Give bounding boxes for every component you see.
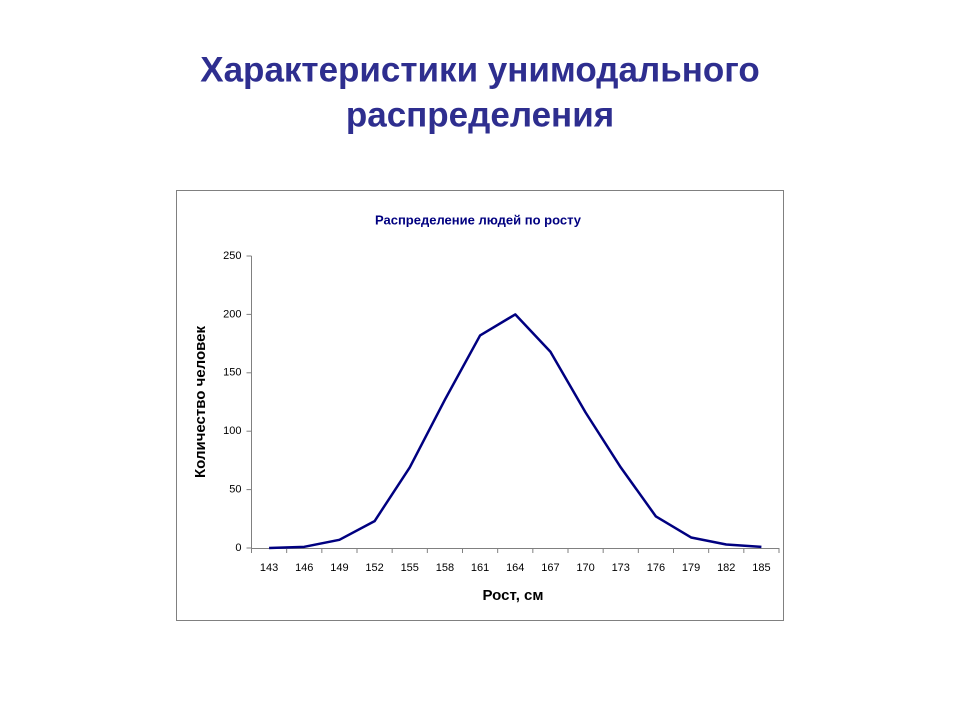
y-tick-label: 50 [229, 484, 241, 496]
y-tick-label: 150 [223, 367, 241, 379]
slide-title: Характеристики унимодального [200, 50, 759, 89]
x-tick-label: 155 [401, 562, 419, 574]
x-tick-label: 170 [576, 562, 594, 574]
x-tick-label: 167 [541, 562, 559, 574]
x-tick-label: 152 [365, 562, 383, 574]
x-tick-label: 164 [506, 562, 524, 574]
x-tick-label: 173 [612, 562, 630, 574]
x-tick-label: 179 [682, 562, 700, 574]
slide-title: распределения [346, 95, 614, 134]
x-tick-label: 161 [471, 562, 489, 574]
plot-area: 0 50 100 150 200 250 143 146 149 152 155 158 161 164 1… [223, 250, 780, 574]
x-tick-label: 182 [717, 562, 735, 574]
y-tick-label: 0 [235, 542, 241, 554]
x-tick-label: 185 [752, 562, 770, 574]
y-axis-title: Количество человек [192, 326, 209, 478]
x-tick-label: 149 [330, 562, 348, 574]
data-line [269, 313, 762, 550]
x-tick-label: 146 [295, 562, 313, 574]
x-tick-label: 143 [260, 562, 278, 574]
chart-frame [176, 190, 784, 621]
x-tick-label: 176 [647, 562, 665, 574]
y-tick-label: 250 [223, 250, 241, 262]
x-axis-title: Рост, см [483, 587, 544, 604]
chart-title: Распределение людей по росту [375, 212, 582, 227]
y-tick-label: 200 [223, 308, 241, 320]
x-tick-label: 158 [436, 562, 454, 574]
y-tick-label: 100 [223, 425, 241, 437]
